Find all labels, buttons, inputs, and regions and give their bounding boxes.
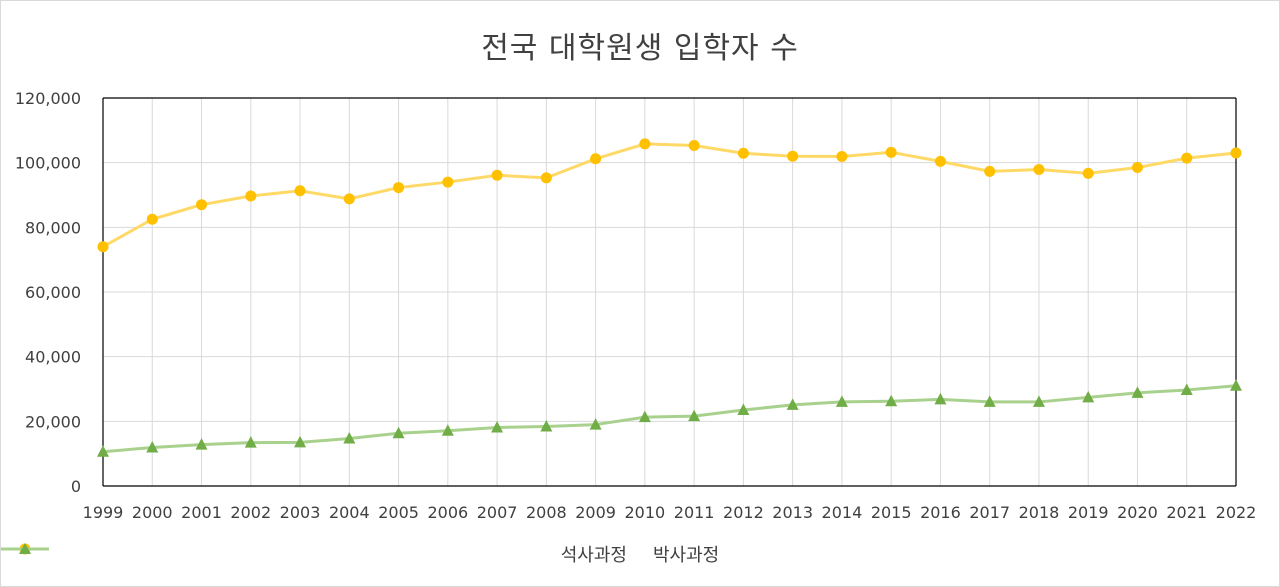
data-point: [442, 176, 454, 188]
x-tick-label: 2003: [280, 503, 321, 522]
data-point: [1230, 379, 1242, 391]
data-point: [1180, 383, 1193, 395]
data-point: [688, 409, 701, 422]
data-point: [934, 155, 946, 167]
x-tick-label: 2021: [1166, 503, 1207, 522]
data-point: [97, 241, 109, 253]
x-tick-label: 2012: [723, 503, 764, 522]
data-point: [885, 146, 897, 158]
data-point: [441, 424, 454, 436]
data-point: [1082, 167, 1094, 179]
data-point: [195, 438, 208, 450]
data-point: [146, 441, 159, 453]
grid-lines: [103, 97, 1237, 486]
y-tick-label: 80,000: [25, 218, 81, 237]
data-point: [1082, 390, 1095, 403]
x-tick-label: 2000: [132, 503, 173, 522]
legend-label-masters: 석사과정: [560, 545, 627, 566]
data-point: [196, 199, 208, 211]
data-point: [1033, 163, 1045, 175]
data-point: [491, 420, 504, 433]
chart-title: 전국 대학원생 입학자 수: [481, 31, 799, 66]
x-tick-label: 2006: [427, 503, 468, 522]
x-tick-label: 2020: [1117, 503, 1158, 522]
data-point: [1131, 386, 1144, 398]
x-tick-label: 2022: [1216, 503, 1257, 522]
series-lines: [97, 138, 1242, 457]
legend-item-masters: 석사과정: [1, 541, 627, 567]
legend-item-doctoral: 박사과정: [1, 541, 720, 567]
y-tick-labels: 0 20,000 40,000 60,000 80,000 100,000 120,000: [15, 89, 81, 496]
legend-swatch-doctoral: [1, 543, 49, 554]
series-line-0: [102, 142, 1237, 249]
x-tick-label: 2011: [674, 503, 715, 522]
data-point: [491, 169, 503, 181]
data-point: [984, 165, 996, 177]
y-tick-label: 100,000: [15, 154, 81, 173]
series-line-1: [102, 384, 1237, 454]
data-point: [540, 420, 553, 432]
x-tick-label: 2005: [378, 503, 419, 522]
data-point: [146, 213, 158, 225]
data-point: [836, 151, 848, 163]
data-point: [787, 150, 799, 162]
data-point: [737, 147, 749, 159]
data-point: [540, 172, 552, 184]
data-point: [737, 403, 750, 416]
x-tick-label: 2019: [1068, 503, 1109, 522]
data-point: [1131, 162, 1143, 174]
data-point: [688, 140, 700, 152]
data-point: [244, 436, 257, 448]
axes: [102, 97, 1237, 487]
x-tick-label: 2014: [822, 503, 863, 522]
data-point: [983, 395, 996, 407]
data-point: [294, 435, 307, 448]
x-tick-label: 2001: [181, 503, 222, 522]
chart-plot: 020,00040,00060,00080,000100,000120,000 …: [15, 89, 1257, 522]
x-tick-label: 2002: [230, 503, 271, 522]
data-point: [294, 185, 306, 197]
data-point: [1032, 395, 1045, 407]
data-point: [97, 445, 109, 457]
x-tick-label: 2018: [1019, 503, 1060, 522]
data-point: [786, 398, 799, 410]
x-tick-label: 2013: [772, 503, 813, 522]
x-tick-label: 2016: [920, 503, 961, 522]
x-tick-label: 2008: [526, 503, 567, 522]
data-point: [245, 190, 257, 202]
data-point: [393, 182, 405, 194]
data-point: [590, 153, 602, 165]
x-tick-labels: 1999 2000 2001 2002 2003 2004 2005 2006 2007 2008…: [83, 503, 1257, 522]
y-tick-label: 120,000: [15, 89, 81, 108]
x-tick-label: 2007: [477, 503, 518, 522]
x-tick-label: 2009: [575, 503, 616, 522]
data-point: [343, 431, 356, 444]
legend-label-doctoral: 박사과정: [653, 545, 720, 566]
y-tick-label: 60,000: [25, 283, 81, 302]
chart-legend: 석사과정 박사과정: [1, 541, 1279, 567]
data-point: [639, 138, 651, 150]
data-point: [638, 410, 651, 423]
data-point: [934, 392, 947, 405]
y-tick-label: 0: [71, 477, 81, 496]
data-point: [392, 426, 405, 439]
data-point: [343, 193, 355, 205]
y-tick-label: 40,000: [25, 348, 81, 367]
x-tick-label: 2004: [329, 503, 370, 522]
data-point: [1230, 147, 1242, 159]
data-point: [835, 395, 848, 407]
x-tick-label: 2010: [625, 503, 666, 522]
data-point: [589, 418, 602, 430]
x-tick-label: 1999: [83, 503, 124, 522]
x-tick-label: 2015: [871, 503, 912, 522]
x-tick-label: 2017: [969, 503, 1010, 522]
y-tick-label: 20,000: [25, 412, 81, 431]
data-point: [1181, 152, 1193, 164]
data-point: [885, 394, 898, 407]
